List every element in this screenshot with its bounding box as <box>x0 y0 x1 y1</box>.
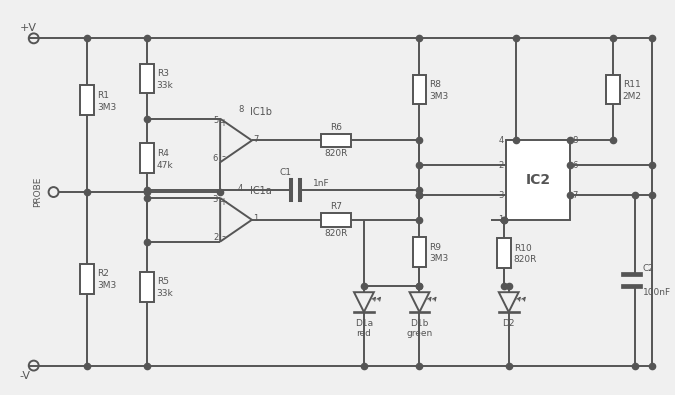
Text: 820R: 820R <box>514 256 537 265</box>
Text: 8: 8 <box>572 136 578 145</box>
Bar <box>321 213 350 227</box>
Text: -: - <box>221 151 225 161</box>
Text: 47k: 47k <box>157 161 173 170</box>
Text: D2: D2 <box>502 319 515 328</box>
Bar <box>140 272 154 302</box>
Bar <box>140 143 154 173</box>
Text: 4: 4 <box>238 184 243 193</box>
Text: R11: R11 <box>623 80 641 89</box>
Text: 2: 2 <box>213 233 218 242</box>
Bar <box>412 75 427 104</box>
Bar <box>80 264 95 294</box>
Text: C1: C1 <box>279 168 292 177</box>
Bar <box>606 75 620 104</box>
Text: R8: R8 <box>429 80 441 89</box>
Text: 8: 8 <box>238 105 244 114</box>
Text: +: + <box>219 197 227 207</box>
Bar <box>140 64 154 93</box>
Text: 820R: 820R <box>324 229 348 238</box>
Text: 1nF: 1nF <box>313 179 330 188</box>
Text: red: red <box>356 329 371 338</box>
Text: 2: 2 <box>499 161 504 170</box>
Text: C2: C2 <box>643 264 655 273</box>
Text: green: green <box>406 329 433 338</box>
Text: IC2: IC2 <box>525 173 551 187</box>
Text: R3: R3 <box>157 69 169 78</box>
Text: 6: 6 <box>213 154 218 163</box>
Text: R6: R6 <box>329 122 342 132</box>
Text: 33k: 33k <box>157 289 173 298</box>
Text: PROBE: PROBE <box>33 177 42 207</box>
Text: +: + <box>219 118 227 128</box>
Text: 3: 3 <box>213 196 218 205</box>
Text: 4: 4 <box>499 136 504 145</box>
Bar <box>412 237 427 267</box>
Text: R10: R10 <box>514 244 531 252</box>
Bar <box>80 85 95 115</box>
Text: 3M3: 3M3 <box>97 103 116 112</box>
Text: 820R: 820R <box>324 149 348 158</box>
Text: 3M3: 3M3 <box>97 281 116 290</box>
Text: R5: R5 <box>157 277 169 286</box>
Text: 1: 1 <box>253 214 258 223</box>
Text: R7: R7 <box>329 202 342 211</box>
Text: -: - <box>221 231 225 241</box>
Text: 3M3: 3M3 <box>429 92 449 101</box>
Bar <box>506 141 570 220</box>
Text: 3: 3 <box>498 190 504 199</box>
Text: R1: R1 <box>97 91 109 100</box>
Bar <box>497 238 511 268</box>
Text: 33k: 33k <box>157 81 173 90</box>
Text: 7: 7 <box>572 190 578 199</box>
Text: R9: R9 <box>429 243 441 252</box>
Text: 2M2: 2M2 <box>623 92 642 101</box>
Text: IC1a: IC1a <box>250 186 271 196</box>
Text: 3M3: 3M3 <box>429 254 449 263</box>
Text: 7: 7 <box>253 135 259 144</box>
Text: +V: +V <box>20 23 37 34</box>
Text: R2: R2 <box>97 269 109 278</box>
Bar <box>321 134 350 147</box>
Text: 100nF: 100nF <box>643 288 671 297</box>
Text: D1a: D1a <box>355 319 373 328</box>
Text: D1b: D1b <box>410 319 429 328</box>
Text: 6: 6 <box>572 161 578 170</box>
Text: 5: 5 <box>213 116 218 125</box>
Text: -V: -V <box>20 371 31 380</box>
Text: R4: R4 <box>157 149 169 158</box>
Text: IC1b: IC1b <box>250 107 272 117</box>
Text: 1: 1 <box>499 215 504 224</box>
